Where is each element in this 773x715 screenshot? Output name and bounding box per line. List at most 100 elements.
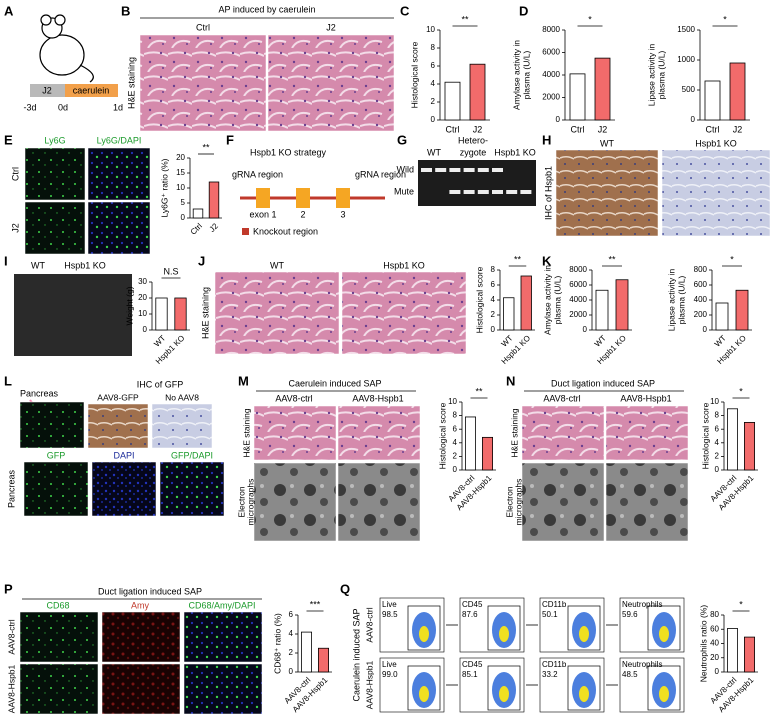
panel-letter: A bbox=[4, 3, 14, 18]
y-tick-label: 10 bbox=[138, 309, 147, 318]
gate-percent: 59.6 bbox=[622, 610, 638, 619]
row-label: AAV8-Hspb1 bbox=[364, 660, 374, 709]
row-label: H&E staining bbox=[200, 287, 210, 339]
y-tick-label: 4 bbox=[431, 79, 436, 88]
significance-label: ** bbox=[202, 142, 210, 152]
y-tick-label: 8 bbox=[491, 265, 496, 274]
day-label: -3d bbox=[23, 102, 36, 112]
row-label: H&E staining bbox=[241, 408, 251, 457]
y-axis-label: plasma (U/L) bbox=[676, 276, 686, 325]
y-axis-label: Weight (g) bbox=[124, 286, 134, 325]
row-label: Wild bbox=[397, 164, 415, 174]
y-tick-label: 8 bbox=[431, 43, 436, 52]
y-tick-label: 0 bbox=[289, 667, 294, 676]
gel-band bbox=[463, 168, 475, 172]
y-tick-label: 600 bbox=[694, 280, 708, 289]
gel-band bbox=[477, 168, 489, 172]
y-tick-label: 6 bbox=[289, 610, 294, 619]
label: gRNA region bbox=[355, 169, 406, 179]
x-tick-label: WT bbox=[593, 333, 608, 348]
micrograph bbox=[183, 663, 263, 715]
y-axis-label: Amylase activity in bbox=[511, 40, 521, 110]
bar bbox=[300, 631, 312, 673]
label: Pancreas bbox=[20, 388, 59, 398]
gate-percent: 85.1 bbox=[462, 670, 478, 679]
day-label: 0d bbox=[58, 102, 68, 112]
y-tick-label: 10 bbox=[426, 25, 435, 34]
y-tick-label: 1500 bbox=[677, 25, 695, 34]
micrograph bbox=[19, 663, 99, 715]
micrograph bbox=[101, 611, 181, 663]
micrograph bbox=[605, 405, 689, 461]
gate-percent: 87.6 bbox=[462, 610, 478, 619]
y-axis-label: Histological score bbox=[409, 41, 419, 108]
panel-letter: D bbox=[519, 3, 528, 18]
mouse-photo bbox=[14, 274, 132, 356]
bar bbox=[481, 436, 493, 471]
panel-title: Caerulein induced SAP bbox=[288, 378, 381, 388]
panel-title: Duct ligation induced SAP bbox=[551, 378, 655, 388]
panel-letter: Q bbox=[340, 581, 350, 596]
y-tick-label: 4000 bbox=[569, 295, 587, 304]
side-label: Caerulein induced SAP bbox=[351, 608, 361, 701]
column-label: J2 bbox=[326, 22, 336, 32]
y-tick-label: 60 bbox=[710, 624, 719, 633]
panel-letter: F bbox=[226, 132, 234, 147]
micrograph bbox=[521, 462, 605, 542]
bar bbox=[503, 297, 515, 331]
y-tick-label: 0 bbox=[431, 115, 436, 124]
micrograph bbox=[24, 201, 86, 255]
panel-letter: N bbox=[506, 373, 515, 388]
row-label: IHC of Hspb1 bbox=[543, 166, 553, 220]
gate-percent: 99.0 bbox=[382, 670, 398, 679]
y-tick-label: 5 bbox=[181, 198, 186, 207]
label: J2 bbox=[42, 85, 52, 95]
significance-label: ** bbox=[475, 386, 483, 396]
micrograph bbox=[139, 34, 267, 132]
gate-percent: 33.2 bbox=[542, 670, 558, 679]
bar bbox=[744, 636, 756, 673]
panel-letter: I bbox=[4, 253, 8, 268]
timeline-caerulein bbox=[65, 84, 118, 97]
bar bbox=[317, 647, 329, 673]
micrograph bbox=[87, 147, 151, 201]
y-tick-label: 800 bbox=[694, 265, 708, 274]
label: 2 bbox=[300, 209, 305, 219]
y-tick-label: 10 bbox=[448, 397, 457, 406]
y-axis-label: Neutrophils ratio (%) bbox=[698, 605, 708, 683]
micrograph bbox=[87, 201, 151, 255]
gel-band bbox=[463, 190, 475, 194]
y-tick-label: 20 bbox=[710, 653, 719, 662]
bar bbox=[729, 62, 746, 121]
y-tick-label: 15 bbox=[176, 168, 185, 177]
significance-label: * bbox=[739, 599, 743, 609]
gate bbox=[487, 605, 521, 651]
x-tick-label: WT bbox=[713, 333, 728, 348]
y-tick-label: 4 bbox=[289, 629, 294, 638]
column-label: AAV8-ctrl bbox=[543, 393, 580, 403]
panel-letter: C bbox=[400, 3, 410, 18]
column-label: WT bbox=[31, 260, 45, 270]
micrograph bbox=[19, 611, 99, 663]
flow-core bbox=[579, 626, 589, 642]
flow-core bbox=[659, 686, 669, 702]
bar bbox=[208, 181, 220, 219]
gate-percent: 48.5 bbox=[622, 670, 638, 679]
bar bbox=[744, 421, 756, 471]
y-tick-label: 8000 bbox=[542, 25, 560, 34]
bar bbox=[192, 208, 204, 219]
gate-percent: 98.5 bbox=[382, 610, 398, 619]
bar bbox=[444, 81, 461, 121]
significance-label: *** bbox=[310, 599, 321, 609]
significance-label: * bbox=[588, 14, 592, 24]
row-label: Mute bbox=[394, 186, 414, 196]
row-label: H&E staining bbox=[126, 57, 136, 109]
gate-percent: 50.1 bbox=[542, 610, 558, 619]
panel-letter: H bbox=[542, 132, 551, 147]
column-label: AAV8-ctrl bbox=[275, 393, 312, 403]
flow-core bbox=[579, 686, 589, 702]
x-tick-label: Ctrl bbox=[571, 124, 585, 134]
micrograph bbox=[91, 461, 157, 517]
y-axis-label: Lipase activity in bbox=[646, 44, 656, 107]
